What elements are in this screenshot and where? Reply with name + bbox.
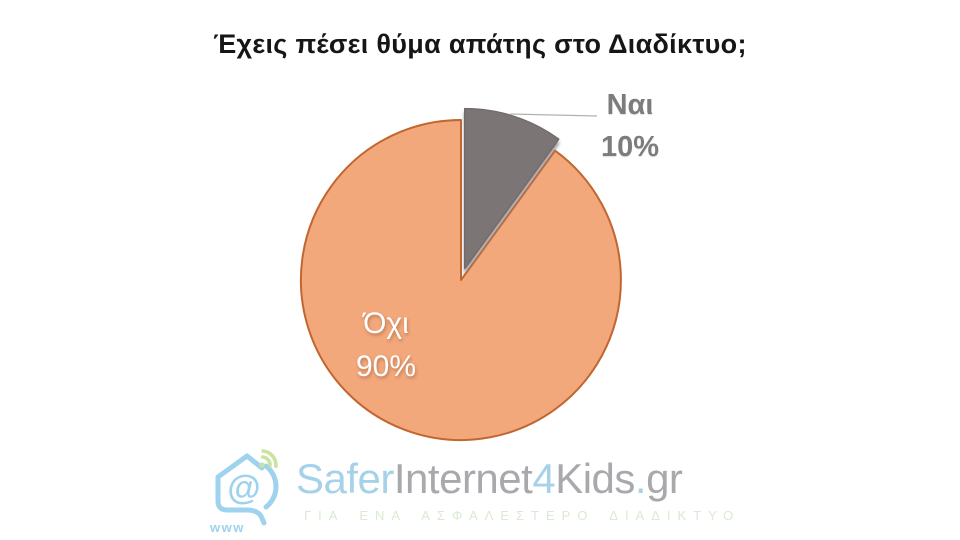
wifi-dot-icon (259, 462, 265, 468)
chart-title: Έχεις πέσει θύμα απάτης στο Διαδίκτυο; (213, 29, 747, 59)
pie-label-yes: Ναι 10% (564, 84, 696, 168)
pie-slice-Ναι (464, 107, 560, 270)
logo-text-four: 4 (532, 455, 556, 502)
at-symbol-icon: @ (227, 469, 260, 507)
wifi-wave-small-icon (260, 455, 272, 468)
www-text: www (209, 520, 245, 535)
house-bubble-icon (215, 453, 267, 526)
saferinternet4kids-logo-icon: @ www (209, 449, 279, 535)
pie-label-no-name: Όχι (363, 307, 409, 340)
pie-label-yes-pct: 10% (600, 131, 660, 163)
logo-text-internet: Internet (393, 455, 533, 502)
pie-label-no-pct: 90% (355, 350, 417, 383)
logo-text-safer: Safer (296, 455, 394, 502)
logo-wordmark: SaferInternet4Kids.gr (296, 451, 766, 507)
logo-text-kids: Kids (555, 455, 635, 502)
label-leader-line (509, 113, 598, 117)
pie-label-no: Όχι 90% (322, 302, 450, 388)
pie-slice-Όχι (299, 119, 622, 441)
logo-text-gr: gr (646, 455, 683, 502)
logo-tagline: ΓΙΑ ΕΝΑ ΑΣΦΑΛΕΣΤΕΡΟ ΔΙΑΔΙΚΤΥΟ (304, 508, 741, 523)
logo-text-dot: . (634, 455, 647, 502)
pie-label-yes-name: Ναι (606, 89, 654, 121)
house-bubble-right-bracket-icon (263, 463, 279, 510)
wifi-wave-large-icon (261, 449, 278, 468)
